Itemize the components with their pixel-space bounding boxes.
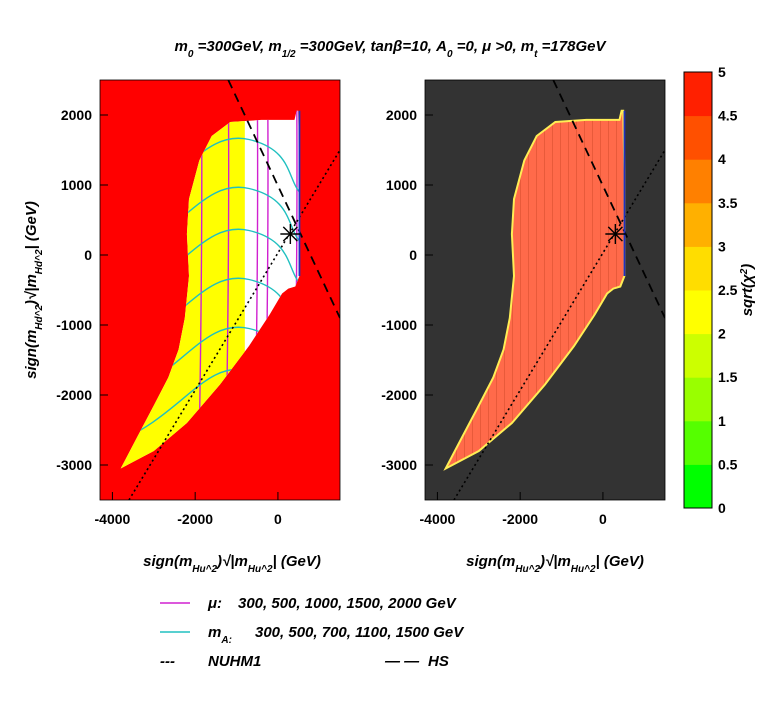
left-panel-frame [99, 79, 341, 501]
legend-mu-symbol: μ: [207, 595, 222, 612]
right-panel-frame [424, 79, 666, 501]
colorbar-segment [684, 72, 712, 117]
x-tick-label: -4000 [95, 511, 131, 527]
colorbar-segment [684, 333, 712, 378]
right-panel: -4000 -2000 0 2000 1000 0 -1000 -2000 -3000 [381, 79, 666, 527]
y-tick-label: -1000 [56, 317, 92, 333]
y-tick-label: -3000 [381, 457, 417, 473]
legend-nuhm1-swatch: --- [160, 653, 175, 670]
colorbar-segment [684, 159, 712, 204]
colorbar: 5 4.5 4 3.5 3 2.5 2 1.5 1 0.5 0 [683, 64, 738, 516]
colorbar-tick-label: 5 [718, 64, 726, 80]
colorbar-tick-label: 0.5 [718, 456, 738, 472]
colorbar-segment [684, 246, 712, 291]
colorbar-segment [684, 202, 712, 247]
best-fit-star-arm [282, 226, 298, 242]
x-tick-label: -2000 [177, 511, 213, 527]
colorbar-segment [684, 377, 712, 422]
y-tick-label: 0 [84, 247, 92, 263]
colorbar-tick-label: 3 [718, 238, 726, 254]
right-allowed-region [443, 109, 626, 471]
best-fit-star-arm [607, 226, 623, 242]
x-tick-label: 0 [274, 511, 282, 527]
y-tick-label: -2000 [381, 387, 417, 403]
colorbar-tick-label: 4.5 [718, 108, 738, 124]
left-x-axis-label: sign(mHu^2)√|mHu^2| (GeV) [143, 553, 321, 575]
legend-nuhm1-label: NUHM1 [208, 653, 261, 670]
colorbar-segment [684, 115, 712, 160]
colorbar-tick-label: 2 [718, 326, 726, 342]
legend-mu-values: 300, 500, 1000, 1500, 2000 GeV [238, 595, 458, 612]
colorbar-label: sqrt(χ2) [739, 264, 757, 317]
right-best-fit-marker [605, 110, 626, 276]
y-tick-label: 1000 [386, 177, 417, 193]
colorbar-tick-label: 1 [718, 413, 726, 429]
left-nuhm1-line [128, 149, 340, 500]
left-panel: -4000 -2000 0 2000 1000 0 -1000 -2000 -3000 [56, 79, 341, 527]
y-tick-label: 2000 [61, 107, 92, 123]
y-tick-label: 0 [409, 247, 417, 263]
right-nuhm1-line [453, 149, 665, 500]
right-x-axis-label: sign(mHu^2)√|mHu^2| (GeV) [466, 553, 644, 575]
colorbar-segment [684, 464, 712, 509]
y-tick-label: -2000 [56, 387, 92, 403]
x-tick-label: 0 [599, 511, 607, 527]
left-y-axis-label: sign(mHd^2)√|mHd^2| (GeV) [23, 201, 45, 379]
y-tick-label: -1000 [381, 317, 417, 333]
colorbar-tick-label: 3.5 [718, 195, 738, 211]
colorbar-tick-label: 4 [718, 151, 726, 167]
chart-title: m0 =300GeV, m1/2 =300GeV, tanβ=10, A0 =0… [175, 38, 608, 60]
legend-mA-symbol: mA: [208, 624, 232, 646]
legend-mA-values: 300, 500, 700, 1100, 1500 GeV [255, 624, 465, 641]
colorbar-segment [684, 420, 712, 465]
legend-hs-swatch: — — [384, 653, 420, 670]
colorbar-tick-label: 2.5 [718, 282, 738, 298]
colorbar-frame [683, 71, 713, 509]
left-best-fit-marker [280, 110, 301, 276]
colorbar-tick-label: 1.5 [718, 369, 738, 385]
left-axis-ticks: -4000 -2000 0 2000 1000 0 -1000 -2000 -3000 [56, 107, 282, 527]
y-tick-label: 1000 [61, 177, 92, 193]
right-axis-ticks: -4000 -2000 0 2000 1000 0 -1000 -2000 -3000 [381, 107, 607, 527]
x-tick-label: -4000 [420, 511, 456, 527]
y-tick-label: -3000 [56, 457, 92, 473]
legend: μ: 300, 500, 1000, 1500, 2000 GeV mA: 30… [160, 595, 465, 670]
legend-hs-label: HS [428, 653, 449, 670]
x-tick-label: -2000 [502, 511, 538, 527]
y-tick-label: 2000 [386, 107, 417, 123]
colorbar-tick-label: 0 [718, 500, 726, 516]
colorbar-segment [684, 290, 712, 335]
